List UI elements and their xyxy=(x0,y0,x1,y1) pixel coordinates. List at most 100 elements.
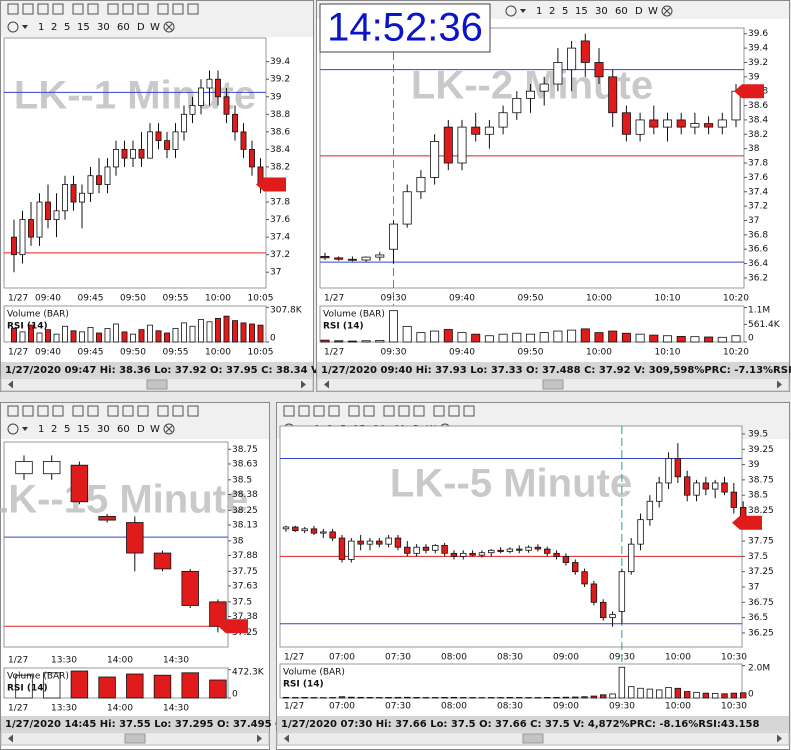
toolbar-icon[interactable] xyxy=(37,405,49,417)
toolbar-icon[interactable] xyxy=(157,3,169,15)
clock-icon[interactable] xyxy=(505,5,517,17)
toolbar-icon[interactable] xyxy=(187,3,199,15)
interval-button[interactable]: D xyxy=(137,424,145,435)
interval-button[interactable]: 5 xyxy=(64,424,70,435)
y-tick-label: 37.5 xyxy=(748,552,768,562)
interval-button[interactable]: 30 xyxy=(97,22,110,33)
volume-bar xyxy=(693,691,700,699)
toolbar-icon[interactable] xyxy=(137,3,149,15)
scroll-left[interactable] xyxy=(324,380,329,389)
interval-button[interactable]: 15 xyxy=(77,424,90,435)
close-icon[interactable] xyxy=(661,5,673,17)
interval-button[interactable]: 15 xyxy=(77,22,90,33)
interval-button[interactable]: 5 xyxy=(64,22,70,33)
toolbar-icon[interactable] xyxy=(137,405,149,417)
scroll-right[interactable] xyxy=(301,380,306,389)
interval-button[interactable]: 60 xyxy=(117,424,130,435)
scrollbar-thumb[interactable] xyxy=(542,379,564,390)
toolbar-icon[interactable] xyxy=(107,3,119,15)
candle-body xyxy=(206,78,213,89)
toolbar-icon[interactable] xyxy=(298,405,310,417)
interval-button[interactable]: 1 xyxy=(38,424,44,435)
interval-button[interactable]: 30 xyxy=(97,424,110,435)
toolbar-icon[interactable] xyxy=(313,405,325,417)
volume-bar xyxy=(189,325,196,343)
interval-button[interactable]: 5 xyxy=(562,6,568,17)
toolbar-icon[interactable] xyxy=(122,3,134,15)
toolbar-icon[interactable] xyxy=(122,405,134,417)
interval-button[interactable]: D xyxy=(137,22,145,33)
interval-button[interactable]: W xyxy=(150,424,160,435)
scroll-left[interactable] xyxy=(8,380,13,389)
toolbar-icon[interactable] xyxy=(22,405,34,417)
clock-icon[interactable] xyxy=(7,21,19,33)
toolbar-icon[interactable] xyxy=(37,3,49,15)
volume-tick-label: 472.3K xyxy=(232,668,265,678)
toolbar-icon[interactable] xyxy=(187,405,199,417)
volume-bar xyxy=(674,687,682,699)
interval-button[interactable]: 2 xyxy=(51,424,57,435)
toolbar-icon[interactable] xyxy=(7,405,19,417)
toolbar-icon[interactable] xyxy=(72,405,84,417)
volume-bar xyxy=(249,323,255,343)
candle-body xyxy=(422,546,430,551)
candle-body xyxy=(104,166,111,185)
interval-button[interactable]: W xyxy=(150,22,160,33)
close-icon[interactable] xyxy=(163,21,175,33)
dropdown-icon[interactable] xyxy=(22,427,28,431)
scroll-right[interactable] xyxy=(777,734,782,743)
interval-button[interactable]: 15 xyxy=(575,6,588,17)
interval-button[interactable]: 30 xyxy=(595,6,608,17)
toolbar-icon[interactable] xyxy=(22,3,34,15)
volume-bar xyxy=(609,693,616,699)
toolbar-icon[interactable] xyxy=(172,3,184,15)
volume-bar xyxy=(113,323,119,343)
volume-bar xyxy=(590,695,598,699)
interval-button[interactable]: 60 xyxy=(117,22,130,33)
interval-button[interactable]: 60 xyxy=(615,6,628,17)
interval-button[interactable]: 1 xyxy=(536,6,542,17)
scrollbar-thumb[interactable] xyxy=(522,733,544,744)
date-label: 1/27 xyxy=(284,702,304,712)
dropdown-icon[interactable] xyxy=(22,25,28,29)
toolbar-icon[interactable] xyxy=(328,405,340,417)
toolbar-icon[interactable] xyxy=(87,3,99,15)
interval-button[interactable]: D xyxy=(635,6,643,17)
interval-button[interactable]: 1 xyxy=(38,22,44,33)
scrollbar-thumb[interactable] xyxy=(146,379,168,390)
dropdown-icon[interactable] xyxy=(520,9,526,13)
toolbar-icon[interactable] xyxy=(433,405,445,417)
toolbar-icon[interactable] xyxy=(398,405,410,417)
toolbar-icon[interactable] xyxy=(448,405,460,417)
toolbar-icon[interactable] xyxy=(7,3,19,15)
interval-button[interactable]: 2 xyxy=(549,6,555,17)
toolbar-icon[interactable] xyxy=(52,3,64,15)
toolbar-icon[interactable] xyxy=(413,405,425,417)
y-tick-label: 39.5 xyxy=(748,429,768,439)
volume-tick-label: 0 xyxy=(748,690,754,700)
toolbar-icon[interactable] xyxy=(157,405,169,417)
scroll-right[interactable] xyxy=(777,380,782,389)
plot-area xyxy=(3,37,267,289)
toolbar-icon[interactable] xyxy=(463,405,475,417)
scroll-left[interactable] xyxy=(8,734,13,743)
toolbar-icon[interactable] xyxy=(87,405,99,417)
scroll-right[interactable] xyxy=(257,734,262,743)
interval-button[interactable]: W xyxy=(648,6,658,17)
toolbar-icon[interactable] xyxy=(283,405,295,417)
volume-bar xyxy=(608,330,618,343)
toolbar-icon[interactable] xyxy=(363,405,375,417)
candle-body xyxy=(87,175,94,194)
clock-icon[interactable] xyxy=(7,423,19,435)
toolbar-icon[interactable] xyxy=(172,405,184,417)
toolbar-icon[interactable] xyxy=(52,405,64,417)
toolbar-icon[interactable] xyxy=(72,3,84,15)
volume-bar xyxy=(580,328,590,343)
scrollbar-thumb[interactable] xyxy=(124,733,146,744)
interval-button[interactable]: 2 xyxy=(51,22,57,33)
close-icon[interactable] xyxy=(163,423,175,435)
scroll-left[interactable] xyxy=(284,734,289,743)
toolbar-icon[interactable] xyxy=(383,405,395,417)
toolbar-icon[interactable] xyxy=(348,405,360,417)
toolbar-icon[interactable] xyxy=(107,405,119,417)
